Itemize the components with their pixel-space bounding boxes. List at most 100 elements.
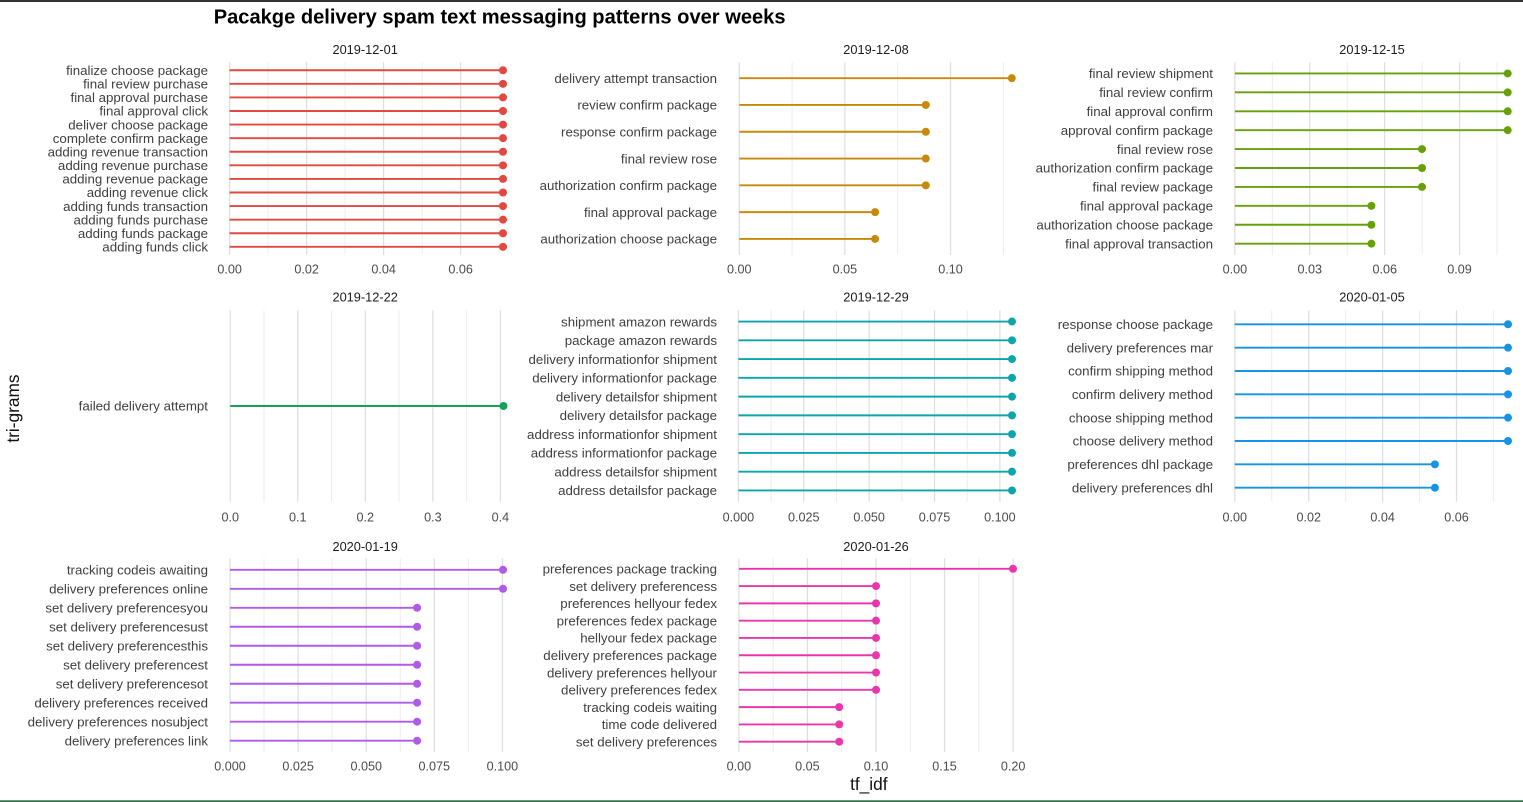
svg-text:adding revenue purchase: adding revenue purchase [58,158,208,173]
svg-text:adding revenue click: adding revenue click [87,185,209,200]
svg-text:delivery detailsfor package: delivery detailsfor package [560,408,717,423]
svg-text:package amazon rewards: package amazon rewards [565,333,718,348]
svg-text:0.03: 0.03 [1298,263,1323,277]
svg-text:0.075: 0.075 [419,759,451,773]
svg-text:0.04: 0.04 [371,263,396,277]
svg-text:0.2: 0.2 [357,510,375,524]
svg-text:0.02: 0.02 [1296,510,1321,524]
svg-text:0.050: 0.050 [350,759,382,773]
svg-text:preferences fedex package: preferences fedex package [557,613,717,628]
svg-text:address informationfor shipmen: address informationfor shipment [527,427,717,442]
svg-text:delivery informationfor packag: delivery informationfor package [532,371,717,386]
svg-text:final review purchase: final review purchase [83,77,208,92]
svg-text:set delivery preferencest: set delivery preferencest [63,658,208,673]
svg-text:2020-01-05: 2020-01-05 [1339,290,1404,305]
svg-text:0.09: 0.09 [1447,263,1472,277]
svg-text:2020-01-26: 2020-01-26 [843,539,908,554]
svg-text:deliver choose package: deliver choose package [68,117,208,132]
svg-text:0.075: 0.075 [919,510,951,524]
svg-text:0.00: 0.00 [1223,510,1248,524]
svg-text:authorization confirm package: authorization confirm package [1036,161,1213,176]
svg-text:finalize choose package: finalize choose package [66,63,208,78]
svg-text:0.00: 0.00 [727,759,752,773]
svg-text:final review confirm: final review confirm [1099,85,1213,100]
svg-text:final review rose: final review rose [1117,142,1213,157]
svg-text:confirm delivery method: confirm delivery method [1072,387,1213,402]
svg-text:0.000: 0.000 [214,759,246,773]
svg-text:0.100: 0.100 [487,759,519,773]
svg-text:address detailsfor shipment: address detailsfor shipment [554,464,717,479]
svg-text:preferences hellyour fedex: preferences hellyour fedex [560,596,717,611]
svg-text:set delivery preferencesust: set delivery preferencesust [49,620,208,635]
svg-text:2019-12-08: 2019-12-08 [843,42,908,57]
svg-text:0.06: 0.06 [1444,510,1469,524]
svg-text:0.00: 0.00 [1223,263,1248,277]
svg-text:delivery preferences mar: delivery preferences mar [1067,340,1214,355]
svg-text:final approval package: final approval package [584,205,717,220]
svg-text:final review shipment: final review shipment [1089,66,1213,81]
svg-text:confirm shipping method: confirm shipping method [1068,364,1213,379]
svg-text:0.00: 0.00 [727,263,752,277]
svg-text:address detailsfor package: address detailsfor package [558,483,717,498]
svg-text:delivery preferences online: delivery preferences online [49,582,208,597]
svg-text:0.4: 0.4 [492,510,510,524]
svg-text:0.10: 0.10 [938,263,963,277]
svg-text:failed delivery attempt: failed delivery attempt [79,399,209,414]
svg-text:0.20: 0.20 [1001,759,1026,773]
svg-text:tracking codeis waiting: tracking codeis waiting [583,700,717,715]
svg-text:approval confirm package: approval confirm package [1061,123,1213,138]
svg-text:final approval click: final approval click [99,104,208,119]
svg-text:authorization choose package: authorization choose package [540,232,717,247]
svg-text:delivery detailsfor shipment: delivery detailsfor shipment [556,389,717,404]
svg-text:delivery informationfor shipme: delivery informationfor shipment [529,352,718,367]
svg-text:preferences dhl package: preferences dhl package [1067,457,1213,472]
svg-text:set delivery preferencesyou: set delivery preferencesyou [45,601,208,616]
svg-text:adding funds click: adding funds click [102,240,208,255]
svg-text:0.15: 0.15 [932,759,957,773]
svg-text:delivery preferences dhl: delivery preferences dhl [1072,480,1213,495]
svg-text:0.050: 0.050 [853,510,885,524]
svg-text:0.025: 0.025 [282,759,314,773]
svg-text:choose shipping method: choose shipping method [1069,410,1213,425]
svg-text:address informationfor package: address informationfor package [531,446,717,461]
svg-text:2020-01-19: 2020-01-19 [332,539,397,554]
svg-text:tracking codeis awaiting: tracking codeis awaiting [67,563,208,578]
svg-text:0.05: 0.05 [795,759,820,773]
svg-text:authorization choose package: authorization choose package [1036,218,1213,233]
svg-text:shipment amazon rewards: shipment amazon rewards [561,314,717,329]
svg-text:set delivery preferencesthis: set delivery preferencesthis [46,639,208,654]
svg-text:hellyour fedex package: hellyour fedex package [580,631,717,646]
svg-text:0.000: 0.000 [723,510,755,524]
svg-text:final review package: final review package [1093,180,1213,195]
svg-text:adding revenue package: adding revenue package [62,172,208,187]
svg-text:final approval confirm: final approval confirm [1087,104,1213,119]
svg-text:0.06: 0.06 [1372,263,1397,277]
svg-text:adding funds transaction: adding funds transaction [63,199,208,214]
svg-text:adding funds purchase: adding funds purchase [73,212,208,227]
svg-text:tri-grams: tri-grams [3,374,23,443]
svg-text:delivery preferences received: delivery preferences received [34,695,208,710]
svg-text:review confirm package: review confirm package [577,98,717,113]
svg-text:final approval transaction: final approval transaction [1065,236,1213,251]
svg-text:set delivery preferences: set delivery preferences [576,734,718,749]
svg-text:response confirm package: response confirm package [561,125,717,140]
svg-text:0.00: 0.00 [217,263,242,277]
svg-text:2019-12-15: 2019-12-15 [1339,42,1404,57]
svg-text:2019-12-29: 2019-12-29 [843,290,908,305]
svg-text:2019-12-01: 2019-12-01 [332,42,397,57]
svg-text:authorization confirm package: authorization confirm package [540,178,717,193]
svg-text:0.04: 0.04 [1370,510,1395,524]
svg-text:final approval package: final approval package [1080,199,1213,214]
svg-text:0.05: 0.05 [833,263,858,277]
svg-text:delivery preferences fedex: delivery preferences fedex [561,683,717,698]
svg-text:delivery preferences package: delivery preferences package [543,648,717,663]
svg-text:0.02: 0.02 [294,263,319,277]
svg-text:0.100: 0.100 [984,510,1016,524]
svg-text:set delivery preferencess: set delivery preferencess [569,579,717,594]
svg-text:time code delivered: time code delivered [602,717,717,732]
svg-text:2019-12-22: 2019-12-22 [332,290,397,305]
svg-text:response choose package: response choose package [1058,317,1213,332]
svg-text:0.06: 0.06 [448,263,473,277]
svg-text:0.025: 0.025 [788,510,820,524]
svg-text:adding funds package: adding funds package [78,226,208,241]
